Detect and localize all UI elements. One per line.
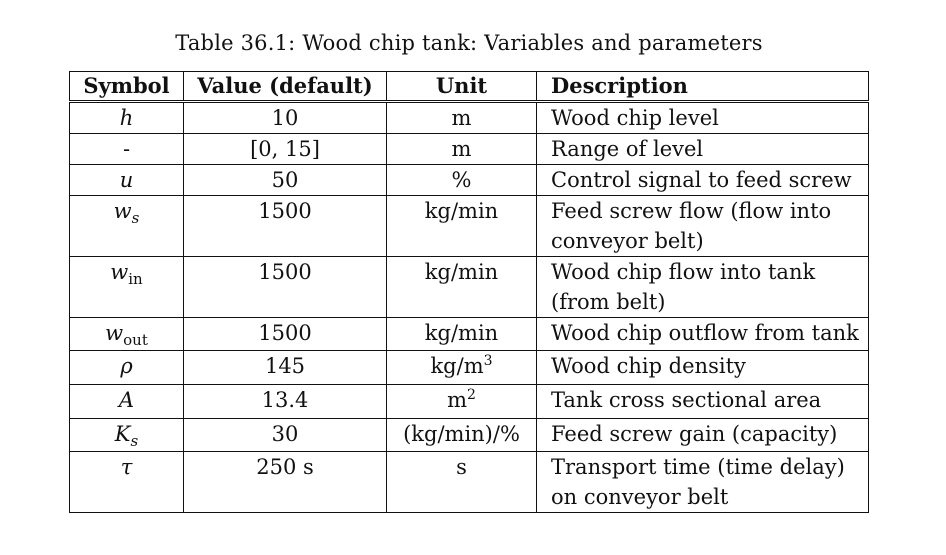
- description-cell: Wood chip density: [536, 350, 869, 385]
- unit-cell: %: [386, 164, 537, 196]
- unit-cell: kg/min: [386, 256, 537, 318]
- symbol-cell: Ks: [69, 418, 184, 452]
- description-cell: Control signal to feed screw: [536, 164, 869, 196]
- symbol-cell: τ: [69, 451, 184, 513]
- description-cell: Transport time (time delay) on conveyor …: [536, 451, 869, 513]
- symbol-cell: win: [69, 256, 184, 318]
- value-cell: 250 s: [183, 451, 387, 513]
- table-row: win 1500 kg/min Wood chip flow into tank…: [69, 256, 869, 318]
- table-caption: Table 36.1: Wood chip tank: Variables an…: [175, 31, 763, 55]
- value-cell: 10: [183, 101, 387, 134]
- variables-table: Symbol Value (default) Unit Description …: [69, 71, 869, 513]
- value-cell: 1500: [183, 195, 387, 257]
- description-cell: Wood chip outflow from tank: [536, 317, 869, 351]
- unit-cell: kg/m3: [386, 350, 537, 385]
- description-cell: Wood chip flow into tank (from belt): [536, 256, 869, 318]
- unit-cell: m: [386, 133, 537, 165]
- table-row: ws 1500 kg/min Feed screw flow (flow int…: [69, 195, 869, 257]
- value-cell: 13.4: [183, 384, 387, 419]
- header-row: Symbol Value (default) Unit Description: [69, 71, 869, 103]
- description-cell: Feed screw gain (capacity): [536, 418, 869, 452]
- value-cell: 30: [183, 418, 387, 452]
- symbol-cell: -: [69, 133, 184, 165]
- symbol-cell: ρ: [69, 350, 184, 385]
- description-cell: Tank cross sectional area: [536, 384, 869, 419]
- symbol-cell: h: [69, 101, 184, 134]
- symbol-cell: A: [69, 384, 184, 419]
- table-row: A 13.4 m2 Tank cross sectional area: [69, 384, 869, 419]
- unit-cell: (kg/min)/%: [386, 418, 537, 452]
- unit-cell: kg/min: [386, 195, 537, 257]
- unit-cell: m2: [386, 384, 537, 419]
- value-cell: 1500: [183, 256, 387, 318]
- description-cell: Feed screw flow (flow into conveyor belt…: [536, 195, 869, 257]
- table-row: - [0, 15] m Range of level: [69, 133, 869, 165]
- value-cell: [0, 15]: [183, 133, 387, 165]
- table-row: wout 1500 kg/min Wood chip outflow from …: [69, 317, 869, 351]
- header-unit: Unit: [386, 71, 537, 103]
- header-symbol: Symbol: [69, 71, 184, 103]
- table-row: Ks 30 (kg/min)/% Feed screw gain (capaci…: [69, 418, 869, 452]
- symbol-cell: ws: [69, 195, 184, 257]
- header-description: Description: [536, 71, 869, 103]
- symbol-cell: u: [69, 164, 184, 196]
- table-row: h 10 m Wood chip level: [69, 101, 869, 134]
- value-cell: 50: [183, 164, 387, 196]
- unit-cell: kg/min: [386, 317, 537, 351]
- table-row: u 50 % Control signal to feed screw: [69, 164, 869, 196]
- symbol-cell: wout: [69, 317, 184, 351]
- header-value: Value (default): [183, 71, 387, 103]
- unit-cell: s: [386, 451, 537, 513]
- description-cell: Range of level: [536, 133, 869, 165]
- description-cell: Wood chip level: [536, 101, 869, 134]
- value-cell: 145: [183, 350, 387, 385]
- unit-cell: m: [386, 101, 537, 134]
- table-row: τ 250 s s Transport time (time delay) on…: [69, 451, 869, 513]
- value-cell: 1500: [183, 317, 387, 351]
- table-row: ρ 145 kg/m3 Wood chip density: [69, 350, 869, 385]
